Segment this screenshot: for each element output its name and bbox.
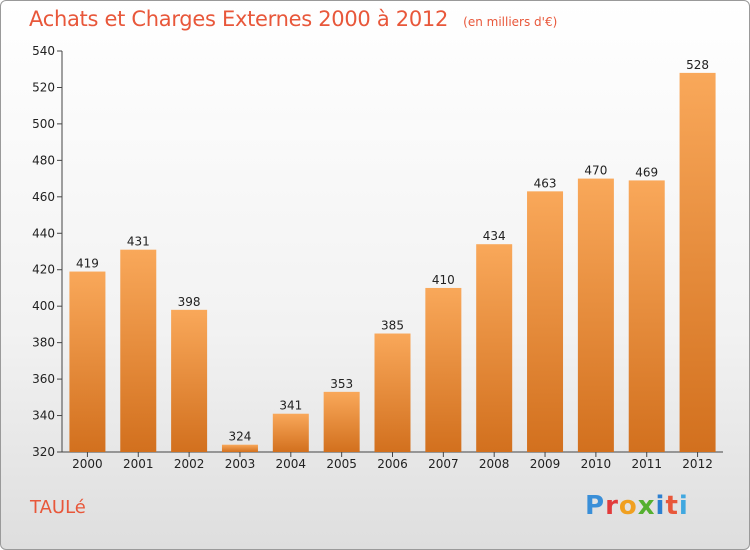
y-tick-label: 540: [32, 44, 55, 58]
x-tick-label: 2009: [530, 457, 561, 471]
bar-2012: [679, 72, 716, 452]
x-tick-label: 2002: [174, 457, 205, 471]
bar-value-label: 528: [686, 58, 709, 72]
bar-value-label: 410: [432, 273, 455, 287]
logo-letter-i2: i: [678, 491, 689, 521]
y-tick-label: 480: [32, 153, 55, 167]
bar-2004: [272, 413, 309, 452]
bar-value-label: 353: [330, 377, 353, 391]
bar-2001: [120, 249, 157, 452]
bar-2002: [171, 309, 208, 452]
x-tick-label: 2003: [225, 457, 256, 471]
bar-2005: [323, 391, 360, 452]
bar-value-label: 398: [178, 295, 201, 309]
y-tick-label: 420: [32, 263, 55, 277]
bar-2003: [221, 444, 258, 452]
x-tick-label: 2005: [326, 457, 357, 471]
x-tick-label: 2012: [682, 457, 713, 471]
logo-letter-x: x: [637, 491, 656, 521]
chart-title: Achats et Charges Externes 2000 à 2012 (…: [29, 7, 557, 31]
y-tick-label: 440: [32, 226, 55, 240]
x-tick-label: 2011: [631, 457, 662, 471]
y-tick-label: 460: [32, 190, 55, 204]
bar-value-label: 431: [127, 235, 150, 249]
logo-letter-t: t: [665, 491, 679, 521]
chart-title-text: Achats et Charges Externes 2000 à 2012: [29, 7, 449, 31]
x-tick-label: 2007: [428, 457, 459, 471]
bar-2008: [476, 244, 513, 452]
bar-value-label: 434: [483, 229, 506, 243]
bar-2006: [374, 333, 411, 452]
bar-value-label: 419: [76, 257, 99, 271]
chart-unit: (en milliers d'€): [463, 15, 558, 29]
logo-letter-r: r: [605, 491, 619, 521]
bar-value-label: 385: [381, 319, 404, 333]
bar-value-label: 470: [584, 164, 607, 178]
bar-2011: [628, 180, 665, 452]
x-tick-label: 2010: [581, 457, 612, 471]
bar-value-label: 463: [534, 176, 557, 190]
bar-2009: [527, 191, 564, 452]
logo-letter-o: o: [618, 491, 638, 521]
x-tick-label: 2004: [276, 457, 307, 471]
y-tick-label: 340: [32, 409, 55, 423]
y-tick-label: 320: [32, 445, 55, 459]
bar-2010: [577, 178, 614, 452]
bar-value-label: 469: [635, 165, 658, 179]
x-tick-label: 2000: [72, 457, 103, 471]
place-name: TAULé: [30, 497, 86, 518]
bar-2000: [69, 271, 106, 452]
bar-2007: [425, 287, 462, 452]
logo-letter-i: i: [655, 491, 666, 521]
y-tick-label: 360: [32, 372, 55, 386]
bar-value-label: 341: [279, 399, 302, 413]
y-tick-label: 380: [32, 336, 55, 350]
x-tick-label: 2006: [377, 457, 408, 471]
y-tick-label: 520: [32, 80, 55, 94]
y-tick-label: 500: [32, 117, 55, 131]
x-tick-label: 2008: [479, 457, 510, 471]
y-tick-label: 400: [32, 299, 55, 313]
x-tick-label: 2001: [123, 457, 154, 471]
proxiti-logo: Proxiti: [585, 491, 689, 521]
logo-letter-p: P: [585, 491, 606, 521]
bar-value-label: 324: [229, 430, 252, 444]
